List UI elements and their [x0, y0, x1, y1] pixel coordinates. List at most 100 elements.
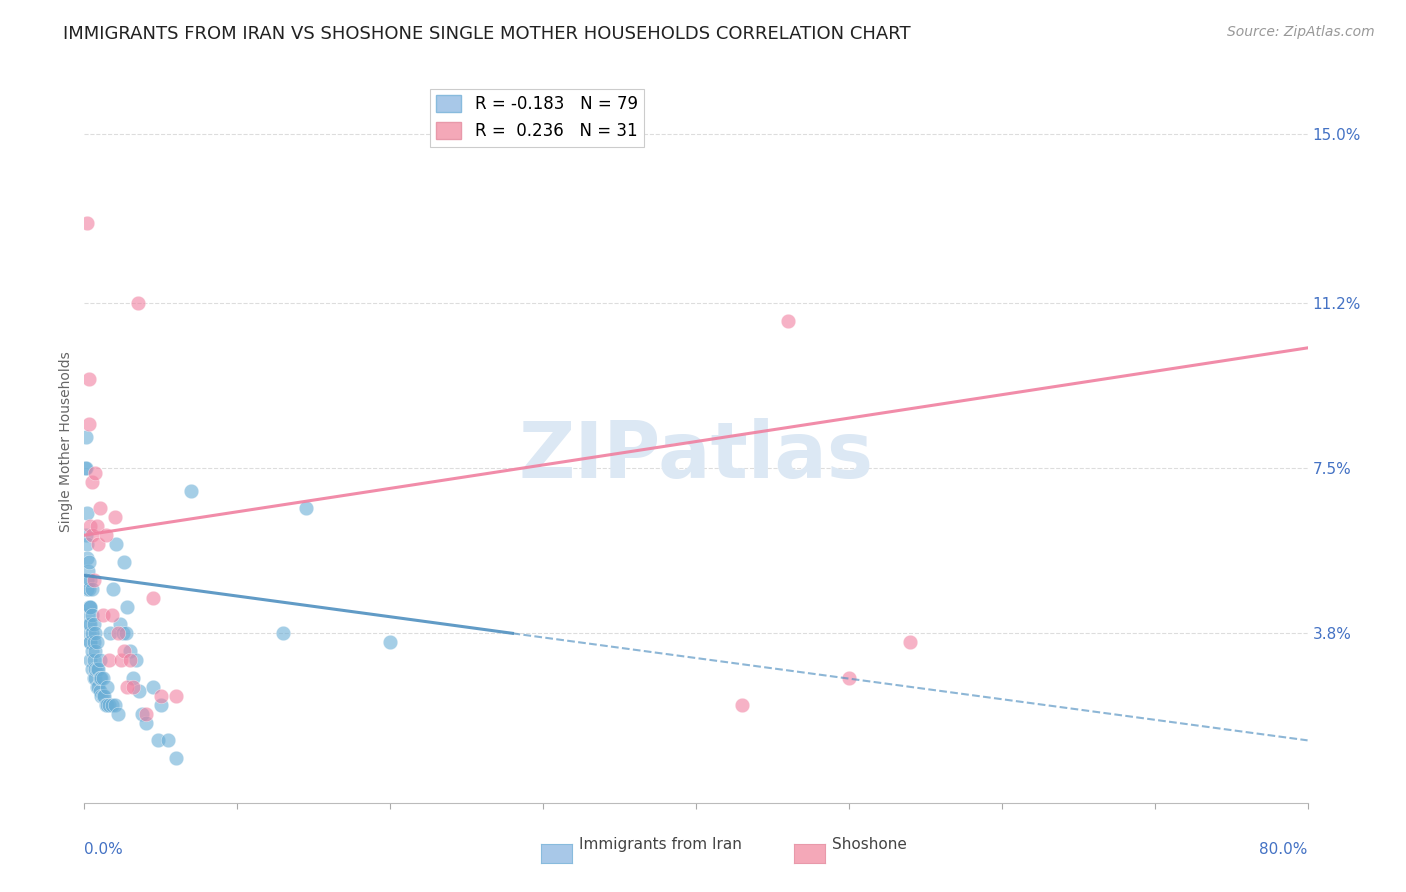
- Text: Shoshone: Shoshone: [832, 838, 907, 852]
- Point: [97, 653, 120, 667]
- Point: [776, 314, 799, 328]
- Point: [114, 626, 136, 640]
- Point: [86, 680, 108, 694]
- Point: [91, 608, 114, 623]
- Point: [104, 698, 127, 712]
- Point: [731, 698, 754, 712]
- Point: [149, 698, 172, 712]
- Point: [80, 475, 103, 489]
- Point: [87, 537, 110, 551]
- Point: [86, 519, 108, 533]
- Point: [79, 617, 101, 632]
- Point: [91, 689, 114, 703]
- Point: [142, 680, 165, 694]
- Point: [79, 635, 101, 649]
- Point: [77, 626, 100, 640]
- Point: [94, 528, 117, 542]
- Text: 80.0%: 80.0%: [1260, 842, 1308, 856]
- Point: [146, 733, 169, 747]
- Text: Immigrants from Iran: Immigrants from Iran: [579, 838, 742, 852]
- Point: [84, 466, 107, 480]
- Point: [79, 635, 101, 649]
- Point: [142, 591, 165, 605]
- Point: [90, 689, 112, 703]
- Point: [84, 626, 107, 640]
- Point: [94, 698, 117, 712]
- Point: [80, 528, 103, 542]
- Point: [76, 582, 98, 596]
- Point: [83, 653, 105, 667]
- Point: [135, 715, 157, 730]
- Point: [84, 662, 107, 676]
- Point: [80, 662, 103, 676]
- Point: [77, 599, 100, 614]
- Point: [80, 608, 103, 623]
- Point: [83, 635, 105, 649]
- Point: [75, 430, 97, 444]
- Point: [115, 599, 138, 614]
- Point: [122, 671, 145, 685]
- Point: [165, 689, 187, 703]
- Point: [122, 680, 145, 694]
- Point: [76, 537, 98, 551]
- Point: [93, 689, 115, 703]
- Point: [89, 684, 111, 698]
- Point: [107, 706, 129, 721]
- Point: [79, 519, 101, 533]
- Point: [77, 555, 100, 569]
- Point: [128, 684, 150, 698]
- Point: [898, 635, 921, 649]
- Point: [86, 635, 108, 649]
- Point: [110, 653, 132, 667]
- Point: [115, 680, 138, 694]
- Point: [77, 372, 100, 386]
- Point: [112, 644, 135, 658]
- Point: [89, 671, 111, 685]
- Point: [98, 626, 121, 640]
- Point: [80, 644, 103, 658]
- Point: [91, 671, 114, 685]
- Point: [87, 680, 110, 694]
- Point: [83, 617, 105, 632]
- Point: [86, 662, 108, 676]
- Point: [112, 555, 135, 569]
- Point: [77, 417, 100, 431]
- Point: [89, 653, 111, 667]
- Point: [75, 461, 97, 475]
- Legend: R = -0.183   N = 79, R =  0.236   N = 31: R = -0.183 N = 79, R = 0.236 N = 31: [430, 88, 644, 146]
- Point: [75, 461, 97, 475]
- Point: [108, 617, 131, 632]
- Text: ZIPatlas: ZIPatlas: [519, 418, 873, 494]
- Text: IMMIGRANTS FROM IRAN VS SHOSHONE SINGLE MOTHER HOUSEHOLDS CORRELATION CHART: IMMIGRANTS FROM IRAN VS SHOSHONE SINGLE …: [63, 25, 911, 43]
- Point: [76, 216, 98, 230]
- Point: [83, 573, 105, 587]
- Text: 0.0%: 0.0%: [84, 842, 124, 856]
- Point: [76, 573, 98, 587]
- Point: [838, 671, 860, 685]
- Point: [157, 733, 180, 747]
- Point: [101, 698, 124, 712]
- Point: [75, 528, 97, 542]
- Point: [89, 501, 111, 516]
- Point: [84, 644, 107, 658]
- Point: [77, 608, 100, 623]
- Point: [127, 296, 149, 310]
- Point: [87, 662, 110, 676]
- Point: [80, 582, 103, 596]
- Point: [295, 501, 318, 516]
- Point: [90, 671, 112, 685]
- Point: [131, 706, 153, 721]
- Point: [97, 698, 120, 712]
- Point: [79, 599, 101, 614]
- Point: [96, 680, 118, 694]
- Point: [120, 653, 142, 667]
- Point: [79, 573, 101, 587]
- Point: [79, 653, 101, 667]
- Point: [79, 599, 101, 614]
- Point: [103, 582, 125, 596]
- Point: [80, 626, 103, 640]
- Point: [105, 537, 128, 551]
- Point: [380, 635, 402, 649]
- Point: [125, 653, 148, 667]
- Point: [84, 671, 107, 685]
